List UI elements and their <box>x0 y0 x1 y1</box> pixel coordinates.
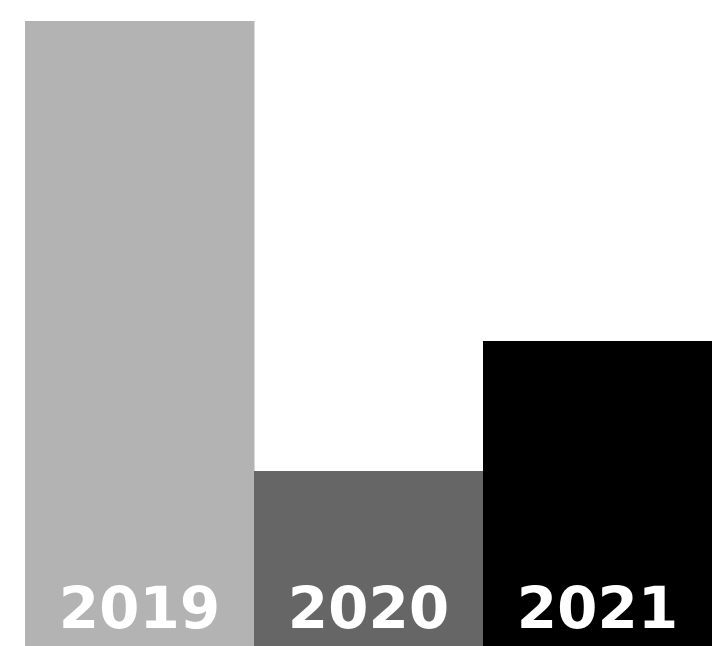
category-label-2020: 2020 <box>288 574 449 642</box>
category-label-2021: 2021 <box>517 574 678 642</box>
bar-2019 <box>25 21 255 646</box>
bar-2020 <box>254 471 484 646</box>
bars-group <box>25 21 712 646</box>
bar-2021 <box>483 341 712 646</box>
category-labels-group: 2019 2020 2021 <box>59 574 678 642</box>
category-label-2019: 2019 <box>59 574 220 642</box>
